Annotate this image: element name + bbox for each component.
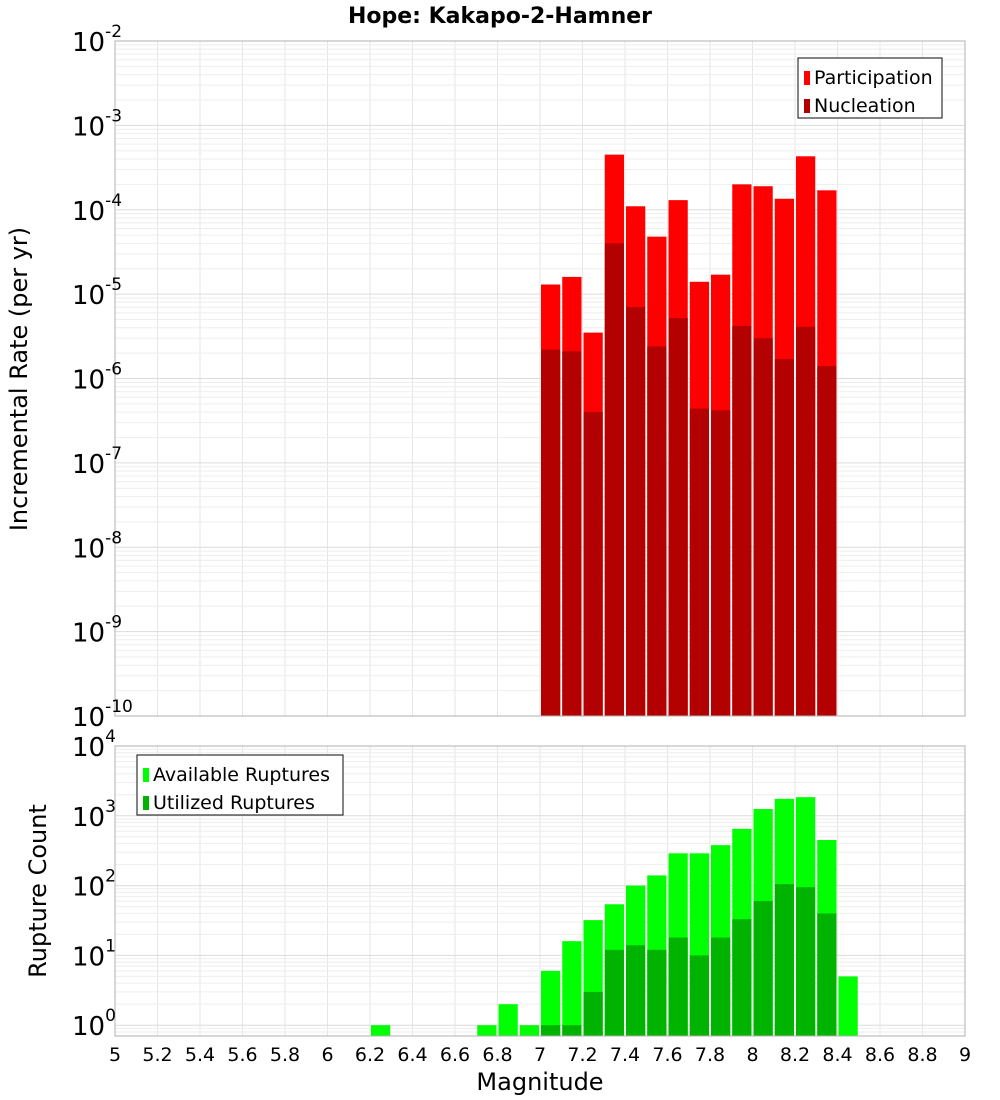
- legend-bottom: Available Ruptures Utilized Ruptures: [136, 754, 344, 816]
- bar-nucleation-10: [753, 338, 773, 716]
- bar-nucleation-7: [689, 408, 709, 716]
- bar-utilized-ruptures-5: [647, 949, 667, 1036]
- x-tick-label-17: 8.4: [822, 1044, 852, 1066]
- bar-nucleation-8: [711, 410, 731, 716]
- y-ticks-top: 10-10 10-9 10-8 10-7 10-6 10-5 10-4 10-3 10-2: [72, 22, 133, 733]
- bar-nucleation-6: [668, 318, 688, 716]
- y-tick-label-bottom: 101: [72, 936, 116, 972]
- bar-available-ruptures-2: [498, 1004, 518, 1036]
- bar-utilized-ruptures-11: [774, 884, 794, 1036]
- bar-utilized-ruptures-1: [562, 1025, 582, 1036]
- x-tick-label-10: 7: [534, 1044, 546, 1066]
- bar-utilized-ruptures-0: [541, 1025, 561, 1036]
- bar-nucleation-1: [562, 351, 582, 716]
- x-tick-label-13: 7.6: [652, 1044, 682, 1066]
- legend-top: Participation Nucleation: [797, 57, 943, 119]
- x-tick-label-11: 7.2: [567, 1044, 597, 1066]
- legend-swatch-participation: [804, 71, 810, 85]
- x-tick-label-1: 5.2: [142, 1044, 172, 1066]
- y-tick-label-top: 10-7: [72, 444, 122, 480]
- y-tick-label-top: 10-3: [72, 106, 122, 142]
- bar-utilized-ruptures-2: [583, 991, 603, 1036]
- x-tick-label-5: 6: [321, 1044, 333, 1066]
- bar-nucleation-13: [817, 366, 837, 716]
- bar-nucleation-4: [626, 307, 646, 716]
- y-tick-label-bottom: 103: [72, 797, 116, 833]
- x-tick-label-18: 8.6: [865, 1044, 895, 1066]
- x-axis-label: Magnitude: [476, 1068, 603, 1096]
- x-tick-label-8: 6.6: [440, 1044, 470, 1066]
- y-tick-label-top: 10-5: [72, 275, 122, 311]
- y-tick-label-bottom: 102: [72, 867, 116, 903]
- x-tick-label-6: 6.2: [355, 1044, 385, 1066]
- x-tick-label-15: 8: [746, 1044, 758, 1066]
- bar-utilized-ruptures-4: [626, 945, 646, 1036]
- bar-available-ruptures-4: [541, 970, 561, 1036]
- bar-nucleation-5: [647, 346, 667, 716]
- x-tick-label-14: 7.8: [695, 1044, 725, 1066]
- legend-swatch-available-ruptures: [143, 768, 149, 782]
- bar-utilized-ruptures-3: [604, 949, 624, 1036]
- bars-top: [541, 154, 837, 717]
- bar-utilized-ruptures-12: [796, 887, 816, 1036]
- legend-label-available-ruptures: Available Ruptures: [153, 764, 330, 786]
- x-tick-label-7: 6.4: [397, 1044, 427, 1066]
- y-tick-label-top: 10-6: [72, 360, 122, 396]
- bars-bottom: [371, 797, 858, 1036]
- x-tick-label-0: 5: [109, 1044, 121, 1066]
- x-tick-label-19: 8.8: [907, 1044, 937, 1066]
- plot-frame-top: [114, 40, 966, 717]
- legend-box-top: [797, 57, 943, 119]
- panel-rupture-count: 100 101 102 103 104 Rupture Count Available …: [24, 727, 966, 1042]
- bar-available-ruptures-0: [371, 1025, 391, 1036]
- bar-nucleation-12: [796, 326, 816, 716]
- bar-nucleation-3: [604, 243, 624, 717]
- y-tick-label-bottom: 100: [72, 1006, 116, 1042]
- x-tick-label-3: 5.6: [227, 1044, 257, 1066]
- bar-nucleation-11: [774, 359, 794, 716]
- y-tick-label-top: 10-8: [72, 528, 122, 564]
- y-ticks-bottom: 100 101 102 103 104: [72, 727, 116, 1042]
- panel-incremental-rate: 10-10 10-9 10-8 10-7 10-6 10-5 10-4 10-3 10-2 In…: [5, 22, 966, 733]
- y-tick-label-top: 10-4: [72, 191, 122, 227]
- chart-title: Hope: Kakapo-2-Hamner: [348, 4, 652, 29]
- bar-utilized-ruptures-8: [711, 937, 731, 1036]
- x-axis-ticks: 5 5.2 5.4 5.6 5.8 6 6.2 6.4 6.6 6.8 7 7.2 7.4 7.6 7.8 8…: [109, 1044, 971, 1066]
- bar-utilized-ruptures-13: [817, 913, 837, 1036]
- y-tick-label-top: 10-2: [72, 22, 122, 58]
- y-tick-label-bottom: 104: [72, 727, 116, 763]
- legend-label-nucleation: Nucleation: [814, 95, 916, 117]
- bar-utilized-ruptures-6: [668, 937, 688, 1036]
- bar-available-ruptures-5: [562, 941, 582, 1036]
- bar-available-ruptures-18: [838, 976, 858, 1036]
- legend-box-bottom: [136, 754, 344, 816]
- x-tick-label-4: 5.8: [270, 1044, 300, 1066]
- y-tick-label-top: 10-9: [72, 613, 122, 649]
- y-axis-label-top: Incremental Rate (per yr): [5, 227, 33, 531]
- bar-nucleation-9: [732, 325, 752, 716]
- grid-top: [114, 40, 966, 717]
- bar-available-ruptures-1: [477, 1025, 497, 1036]
- legend-swatch-utilized-ruptures: [143, 796, 149, 810]
- bar-nucleation-2: [583, 412, 603, 716]
- y-tick-label-top: 10-10: [72, 697, 133, 733]
- bar-utilized-ruptures-7: [689, 955, 709, 1036]
- y-axis-label-bottom: Rupture Count: [24, 804, 52, 978]
- bar-nucleation-0: [541, 349, 561, 716]
- x-tick-label-2: 5.4: [185, 1044, 215, 1066]
- bar-available-ruptures-3: [519, 1025, 539, 1036]
- bar-utilized-ruptures-9: [732, 919, 752, 1036]
- plot-frame-bottom: [114, 745, 966, 1037]
- x-tick-label-9: 6.8: [482, 1044, 512, 1066]
- legend-label-utilized-ruptures: Utilized Ruptures: [153, 792, 315, 814]
- x-tick-label-20: 9: [959, 1044, 971, 1066]
- bar-utilized-ruptures-10: [753, 901, 773, 1036]
- legend-label-participation: Participation: [814, 67, 933, 89]
- x-tick-label-12: 7.4: [610, 1044, 640, 1066]
- legend-swatch-nucleation: [804, 99, 810, 113]
- x-tick-label-16: 8.2: [780, 1044, 810, 1066]
